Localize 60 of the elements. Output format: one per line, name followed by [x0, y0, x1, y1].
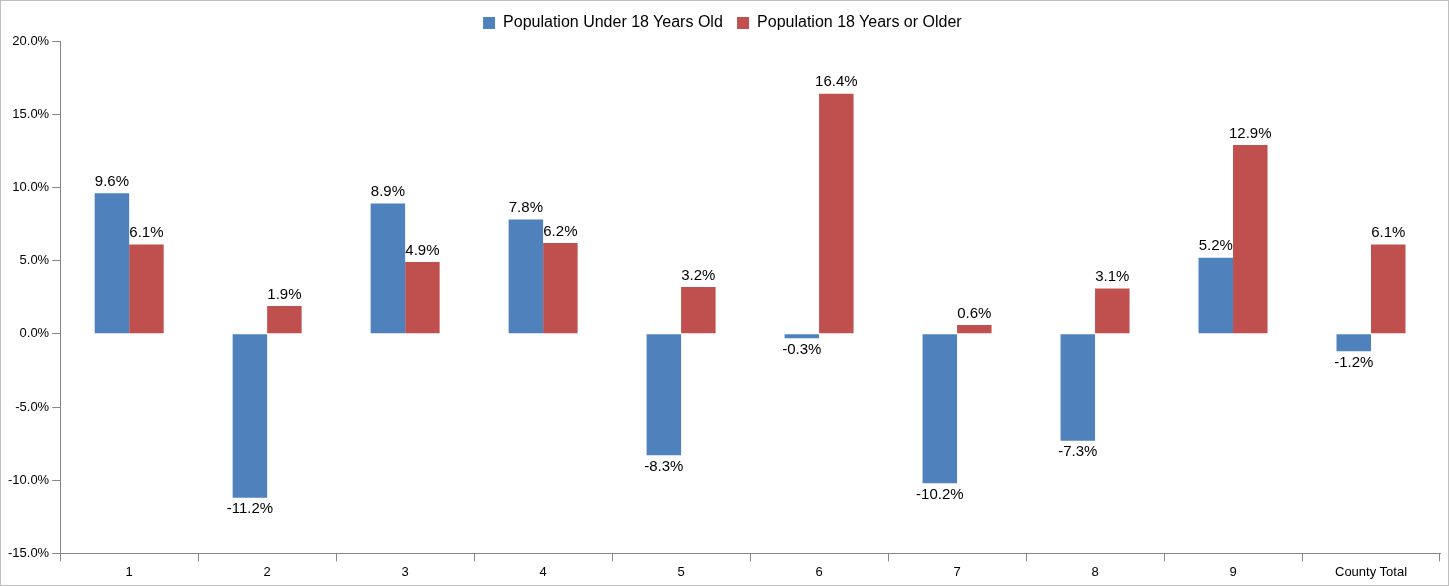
data-label: 6.1% — [129, 223, 164, 241]
bar — [405, 262, 440, 334]
data-label: 5.2% — [1198, 236, 1233, 254]
data-label: 3.1% — [1095, 267, 1130, 285]
data-label: 16.4% — [815, 72, 858, 90]
bar — [267, 305, 302, 334]
data-label: 7.8% — [508, 198, 543, 216]
x-tick-label: 1 — [125, 563, 133, 579]
bar — [1060, 334, 1096, 441]
x-tick-label: County Total — [1334, 563, 1408, 579]
data-label: 8.9% — [370, 182, 405, 200]
y-tick-label: -5.0% — [15, 398, 50, 414]
x-tick-label: 6 — [815, 563, 823, 579]
x-tick-label: 3 — [401, 563, 409, 579]
data-label: -8.3% — [644, 456, 684, 474]
data-label: 1.9% — [267, 284, 302, 302]
x-tick-label: 8 — [1091, 563, 1099, 579]
bar — [1198, 257, 1234, 334]
data-label: 4.9% — [405, 240, 440, 258]
data-label: -7.3% — [1058, 442, 1098, 460]
legend-label: Population Under 18 Years Old — [503, 13, 723, 31]
data-label: 0.6% — [957, 303, 992, 321]
data-label: 9.6% — [94, 171, 130, 189]
bar — [129, 244, 164, 334]
y-tick-label: 10.0% — [12, 178, 50, 194]
bar — [646, 334, 682, 456]
data-label: -11.2% — [226, 499, 274, 517]
y-tick-label: 0.0% — [19, 325, 50, 341]
bar — [957, 325, 992, 334]
bar — [232, 334, 268, 498]
x-tick-label: 9 — [1229, 563, 1237, 579]
bar — [1336, 334, 1372, 352]
bar — [784, 334, 820, 339]
data-label: -0.3% — [782, 339, 822, 357]
x-tick-label: 7 — [953, 563, 961, 579]
y-tick-label: 20.0% — [12, 32, 50, 48]
x-tick-label: 2 — [263, 563, 271, 579]
y-tick-label: 5.0% — [19, 252, 50, 268]
data-label: 12.9% — [1229, 123, 1272, 141]
legend-label: Population 18 Years or Older — [757, 13, 963, 31]
bar — [543, 243, 578, 334]
x-tick-label: 5 — [677, 563, 685, 579]
bar — [508, 219, 544, 334]
data-label: -1.2% — [1334, 353, 1374, 371]
data-label: 6.2% — [543, 221, 578, 239]
bar — [94, 193, 130, 334]
bar — [1371, 244, 1406, 334]
y-tick-label: -10.0% — [7, 471, 50, 487]
bar — [922, 334, 958, 484]
bar — [370, 203, 406, 334]
y-tick-label: 15.0% — [12, 105, 50, 121]
bar — [1233, 144, 1268, 334]
data-label: -10.2% — [916, 484, 964, 502]
y-tick-label: -15.0% — [7, 544, 50, 560]
bar — [819, 93, 854, 334]
data-label: 3.2% — [681, 265, 716, 283]
bar — [1095, 288, 1130, 334]
data-label: 6.1% — [1371, 223, 1406, 241]
x-tick-label: 4 — [539, 563, 547, 579]
bar — [681, 286, 716, 334]
